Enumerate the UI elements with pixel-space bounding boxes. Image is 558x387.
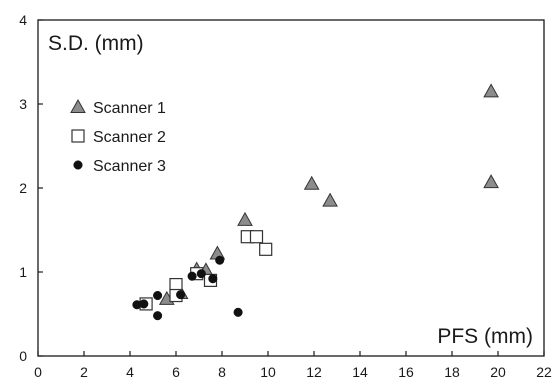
y-tick-label: 1: [19, 264, 27, 280]
data-point-triangle: [322, 192, 338, 207]
x-tick-label: 0: [34, 364, 42, 380]
data-point-circle: [139, 299, 149, 309]
y-tick-label: 4: [19, 12, 27, 28]
axis-ticks: [37, 19, 545, 357]
x-tick-label: 8: [218, 364, 226, 380]
data-point-square: [249, 230, 264, 244]
x-tick-label: 22: [536, 364, 552, 380]
legend-label: Scanner 1: [93, 100, 166, 117]
x-axis-title: PFS (mm): [437, 325, 533, 348]
data-point-circle: [208, 274, 218, 284]
y-axis-title: S.D. (mm): [48, 32, 144, 55]
y-tick-label: 3: [19, 96, 27, 112]
x-tick-label: 2: [80, 364, 88, 380]
data-point-square: [259, 242, 273, 256]
legend-marker-triangle: [70, 98, 86, 113]
data-point-triangle: [303, 175, 320, 190]
y-tick-label: 2: [19, 180, 27, 196]
legend-label: Scanner 3: [93, 158, 166, 175]
x-tick-label: 16: [398, 364, 414, 380]
data-point-circle: [233, 307, 243, 317]
x-tick-label: 18: [444, 364, 460, 380]
x-tick-label: 20: [490, 364, 506, 380]
y-tick-label: 0: [19, 348, 27, 364]
data-point-triangle: [237, 211, 253, 226]
x-tick-label: 14: [352, 364, 368, 380]
data-point-circle: [215, 255, 225, 265]
data-point-triangle: [483, 83, 499, 98]
data-point-circle: [176, 290, 186, 300]
data-point-circle: [153, 311, 163, 321]
data-points: [132, 83, 499, 321]
data-point-circle: [187, 271, 197, 281]
legend: Scanner 1 Scanner 2 Scanner 3: [70, 98, 166, 175]
x-tick-label: 12: [306, 364, 322, 380]
x-tick-label: 10: [260, 364, 276, 380]
data-point-square: [169, 278, 183, 292]
x-tick-label: 6: [172, 364, 180, 380]
data-point-circle: [153, 290, 163, 301]
legend-marker-circle: [73, 160, 83, 170]
data-point-triangle: [483, 174, 499, 189]
legend-marker-square: [71, 129, 85, 143]
x-tick-label: 4: [126, 364, 134, 380]
plot-area: [37, 19, 545, 357]
legend-label: Scanner 2: [93, 129, 166, 146]
data-point-circle: [196, 269, 206, 279]
